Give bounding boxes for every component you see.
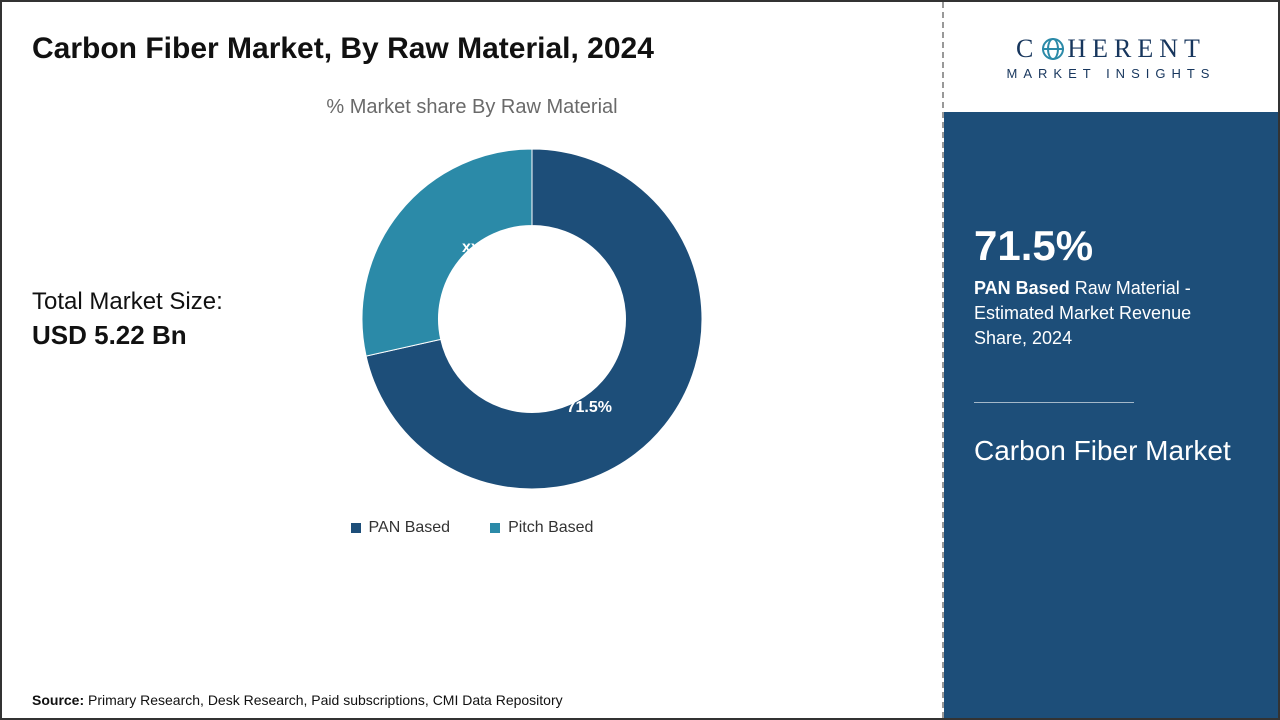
source-prefix: Source:: [32, 692, 84, 708]
stat-description: PAN Based Raw Material - Estimated Marke…: [974, 276, 1248, 352]
page-title: Carbon Fiber Market, By Raw Material, 20…: [32, 32, 912, 66]
brand-logo: C HERENT MARKET INSIGHTS: [944, 2, 1278, 112]
market-size-label: Total Market Size:: [32, 288, 312, 316]
legend-swatch-pan: [351, 523, 361, 533]
slice-label-pan: 71.5%: [567, 399, 612, 417]
legend-item-pan: PAN Based: [351, 519, 451, 537]
legend-label-pitch: Pitch Based: [508, 519, 593, 537]
slice-label-pitch: xx.x%: [462, 239, 507, 257]
market-size-value: USD 5.22 Bn: [32, 320, 312, 351]
side-column: C HERENT MARKET INSIGHTS 71.5% PAN Based…: [942, 2, 1278, 718]
legend-swatch-pitch: [490, 523, 500, 533]
legend-item-pitch: Pitch Based: [490, 519, 593, 537]
market-name: Carbon Fiber Market: [974, 433, 1248, 469]
main-panel: Carbon Fiber Market, By Raw Material, 20…: [2, 2, 942, 718]
donut-chart: 71.5% xx.x%: [342, 129, 722, 509]
source-line: Source: Primary Research, Desk Research,…: [32, 692, 563, 708]
chart-legend: PAN Based Pitch Based: [32, 519, 912, 537]
legend-label-pan: PAN Based: [369, 519, 451, 537]
source-text: Primary Research, Desk Research, Paid su…: [84, 692, 563, 708]
donut-svg: [342, 129, 722, 509]
divider: [974, 402, 1134, 403]
side-stat-panel: 71.5% PAN Based Raw Material - Estimated…: [944, 112, 1278, 718]
logo-main: C HERENT: [1007, 34, 1216, 64]
stat-value: 71.5%: [974, 222, 1248, 270]
infographic-frame: Carbon Fiber Market, By Raw Material, 20…: [0, 0, 1280, 720]
market-size-block: Total Market Size: USD 5.22 Bn: [32, 288, 312, 351]
globe-icon: [1042, 38, 1064, 60]
content-row: Total Market Size: USD 5.22 Bn 71.5% xx.…: [32, 129, 912, 509]
chart-title: % Market share By Raw Material: [32, 96, 912, 119]
logo-sub: MARKET INSIGHTS: [1007, 66, 1216, 81]
